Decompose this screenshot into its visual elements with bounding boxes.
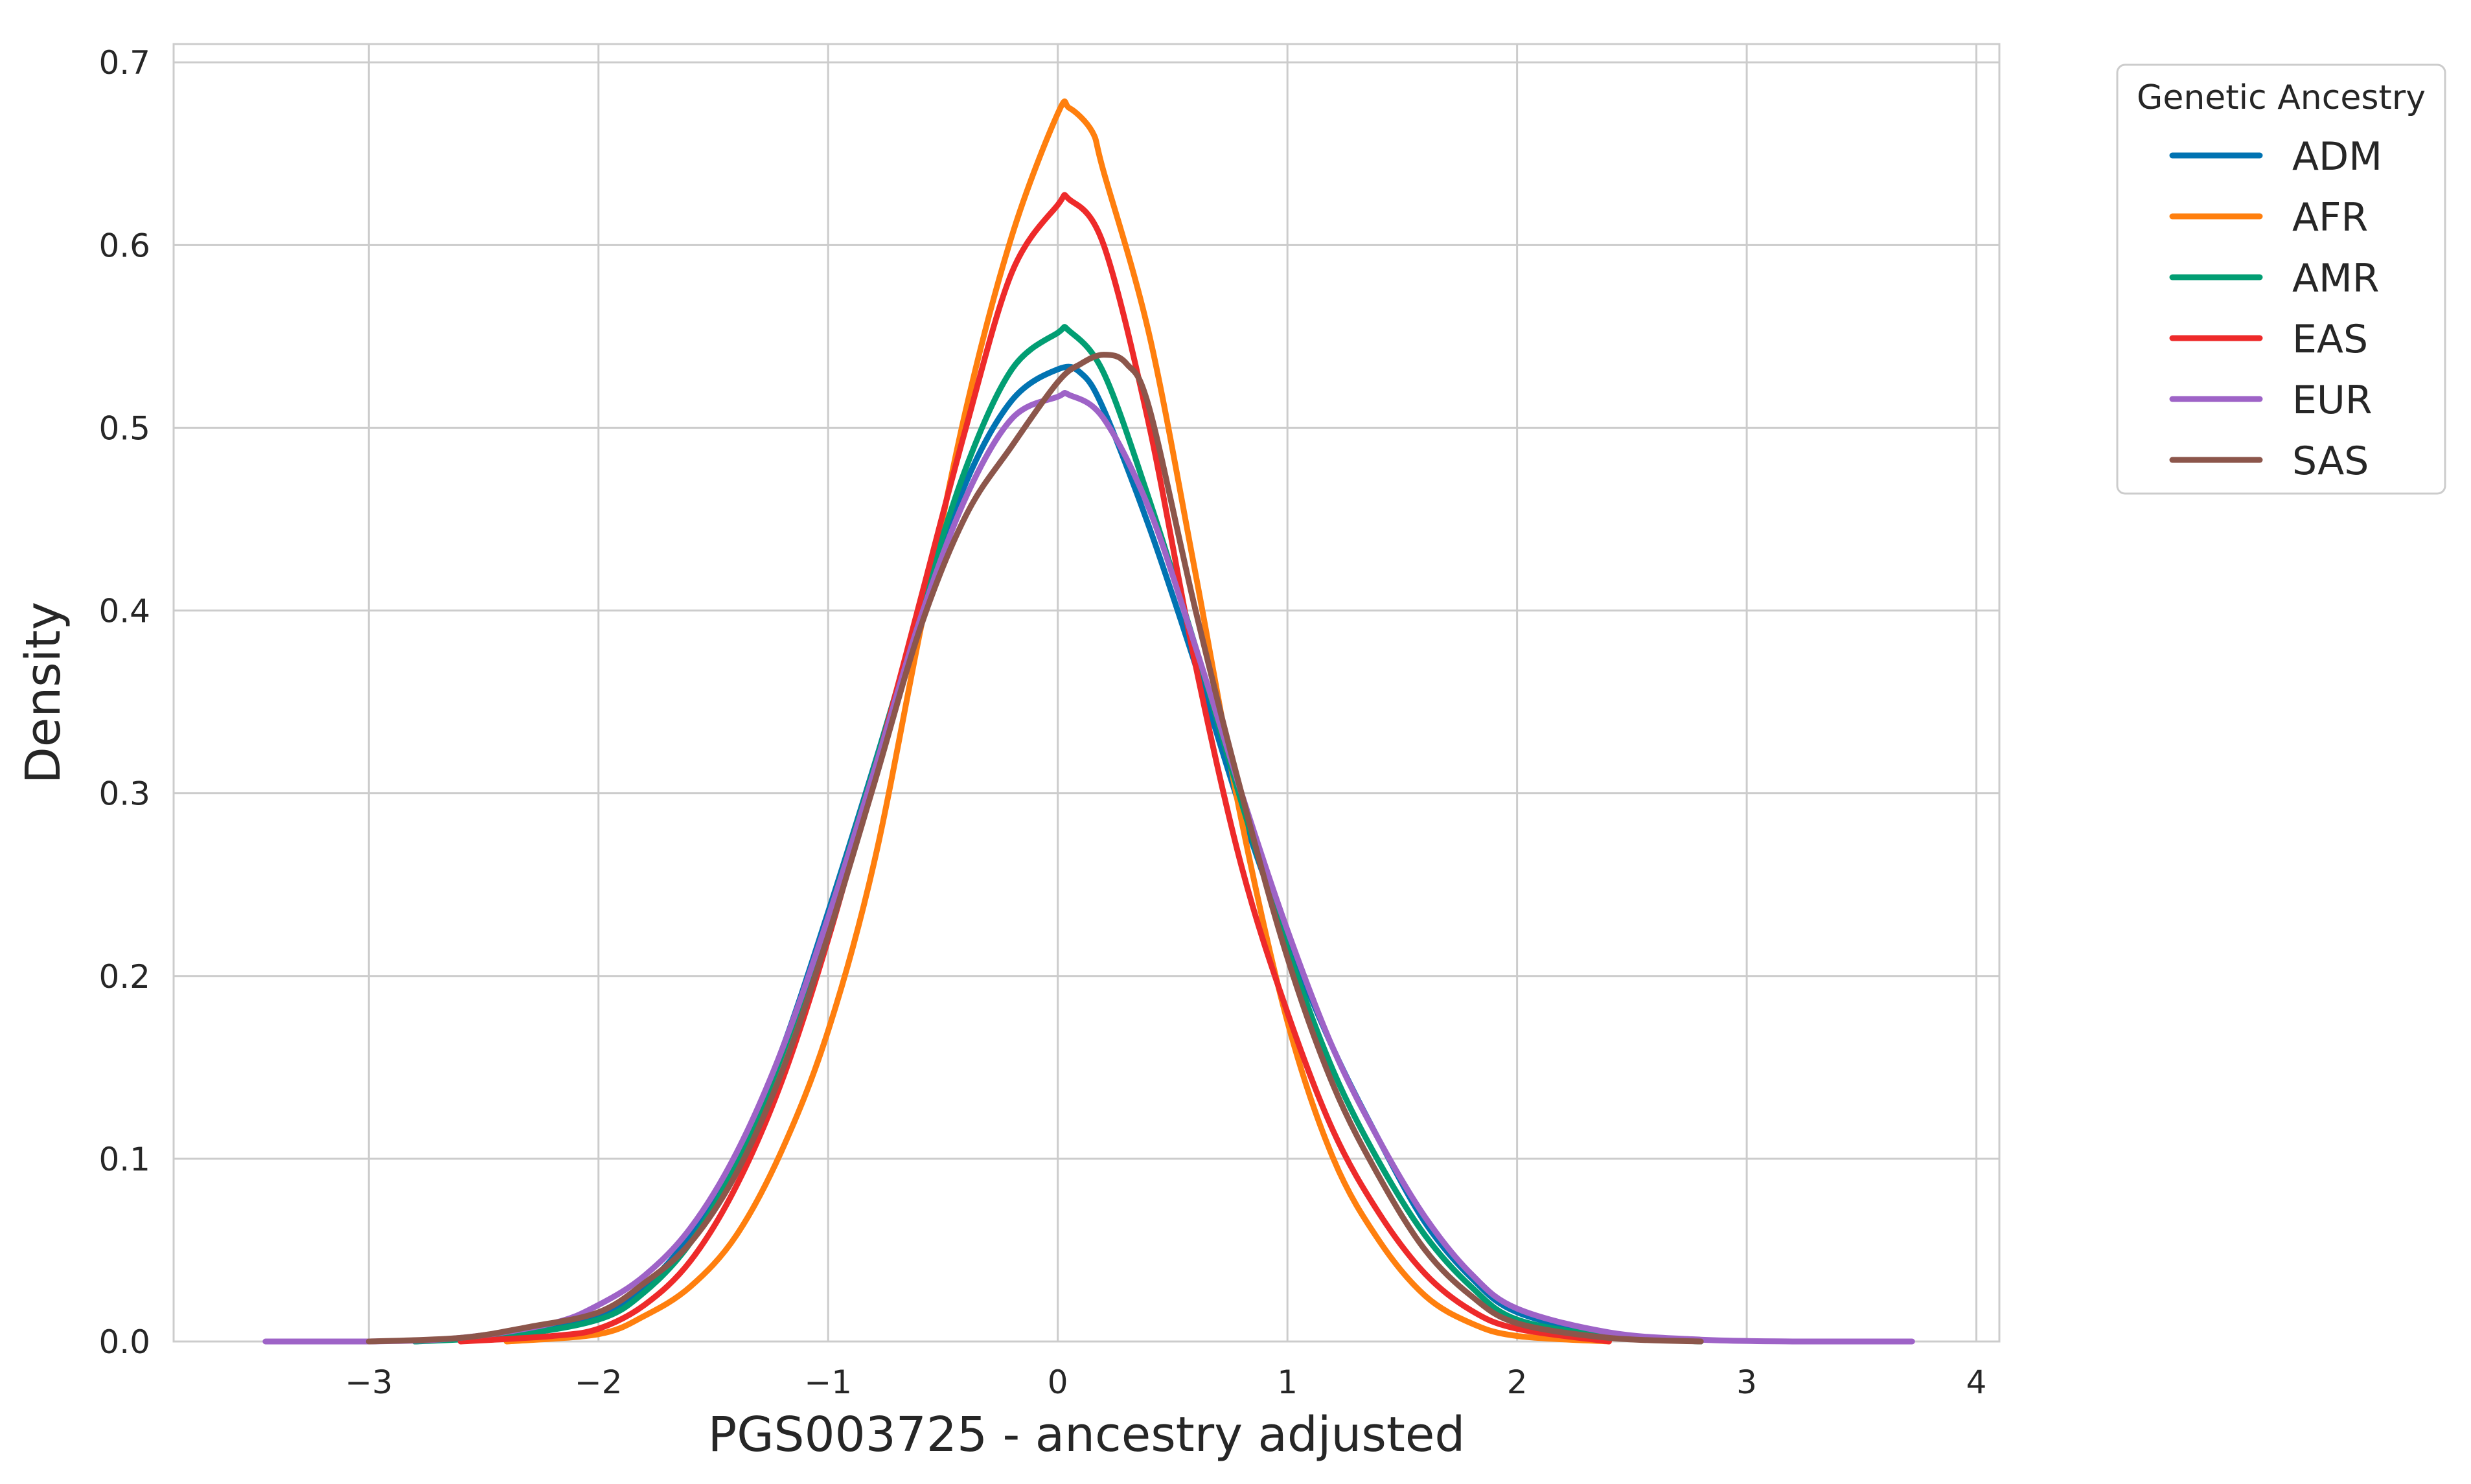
x-tick-label: 3 — [1736, 1364, 1757, 1401]
y-tick-label: 0.4 — [98, 593, 150, 630]
x-tick-label: −1 — [804, 1364, 852, 1401]
y-tick-label: 0.3 — [98, 775, 150, 813]
legend-frame — [2116, 63, 2446, 495]
x-tick-label: 1 — [1277, 1364, 1298, 1401]
x-tick-label: −2 — [575, 1364, 623, 1401]
y-tick-labels: 0.0 0.1 0.2 0.3 0.4 0.5 0.6 0.7 — [98, 44, 150, 1361]
series-line-eur — [262, 390, 1915, 1345]
y-tick-label: 0.2 — [98, 958, 150, 996]
y-tick-label: 0.7 — [98, 44, 150, 82]
legend: Genetic Ancestry ADM AFR AMR EAS EUR SAS — [2116, 63, 2446, 495]
series-line-eas — [457, 192, 1612, 1345]
grid-lines — [174, 44, 1999, 1343]
legend-items: ADM AFR AMR EAS EUR SAS — [2169, 134, 2382, 484]
legend-title: Genetic Ancestry — [2137, 78, 2426, 117]
x-tick-labels: −3 −2 −1 0 1 2 3 4 — [345, 1364, 1986, 1401]
series-line-afr — [503, 98, 1612, 1345]
legend-label-amr: AMR — [2292, 256, 2380, 301]
series-line-amr — [411, 324, 1704, 1345]
series-lines — [262, 98, 1915, 1345]
legend-label-sas: SAS — [2292, 439, 2369, 484]
legend-label-adm: ADM — [2292, 134, 2382, 179]
legend-label-afr: AFR — [2292, 195, 2368, 240]
legend-label-eur: EUR — [2292, 378, 2373, 423]
x-tick-label: 0 — [1048, 1364, 1068, 1401]
legend-label-eas: EAS — [2292, 317, 2368, 362]
y-tick-label: 0.6 — [98, 227, 150, 264]
y-tick-label: 0.0 — [98, 1323, 150, 1361]
plot-area — [172, 43, 2001, 1343]
x-tick-label: −3 — [345, 1364, 393, 1401]
x-tick-label: 4 — [1966, 1364, 1987, 1401]
y-tick-label: 0.5 — [98, 409, 150, 447]
y-axis-label: Density — [16, 602, 71, 784]
series-line-sas — [365, 352, 1704, 1345]
x-tick-label: 2 — [1507, 1364, 1528, 1401]
y-tick-label: 0.1 — [98, 1141, 150, 1178]
x-axis-label: PGS003725 - ancestry adjusted — [708, 1407, 1465, 1463]
